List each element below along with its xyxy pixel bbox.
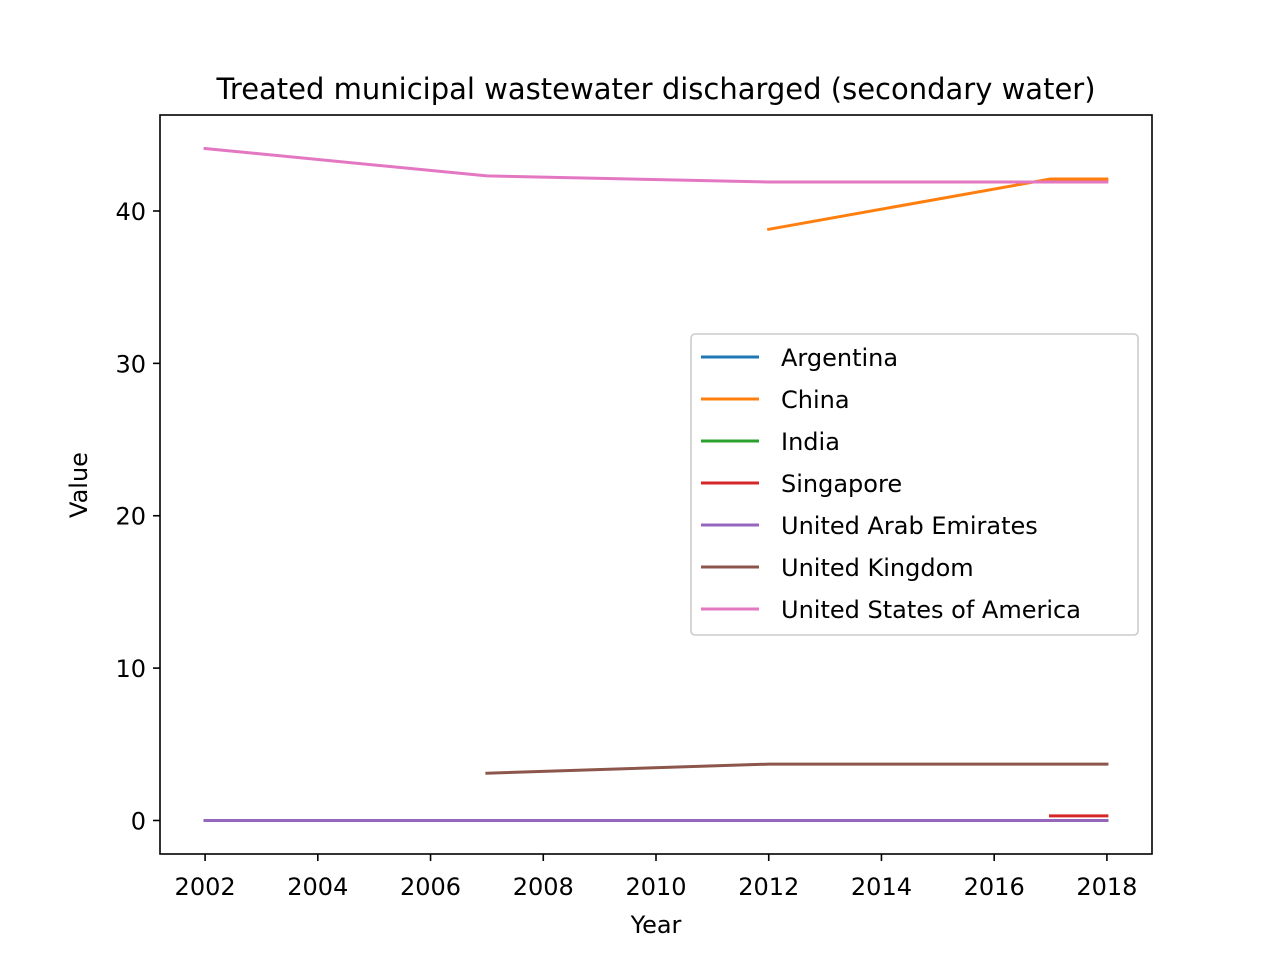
y-tick-label: 20 (115, 503, 146, 531)
axes-frame (159, 114, 1153, 855)
y-tick-label: 0 (131, 807, 146, 835)
x-tick-label: 2012 (738, 873, 799, 901)
legend-label-argentina: Argentina (781, 344, 898, 372)
legend-label-united-arab-emirates: United Arab Emirates (781, 512, 1038, 540)
x-axis: 2002 2004 2006 2008 2010 2012 2014 2016 2018 (175, 854, 1137, 901)
legend-label-india: India (781, 428, 840, 456)
chart-title: Treated municipal wastewater discharged … (215, 72, 1095, 106)
x-tick-label: 2014 (851, 873, 912, 901)
x-tick-label: 2018 (1076, 873, 1137, 901)
x-tick-label: 2010 (625, 873, 686, 901)
x-tick-label: 2006 (400, 873, 461, 901)
y-axis: 0 10 20 30 40 (115, 198, 160, 835)
legend-label-united-kingdom: United Kingdom (781, 554, 974, 582)
series-line-united-states-of-america (203, 146, 1109, 184)
legend-label-china: China (781, 386, 850, 414)
series-line-united-kingdom (485, 762, 1109, 775)
y-tick-label: 10 (115, 655, 146, 683)
x-tick-label: 2008 (513, 873, 574, 901)
x-tick-label: 2016 (964, 873, 1025, 901)
y-tick-label: 30 (115, 350, 146, 378)
plot-area (203, 146, 1109, 822)
x-tick-label: 2004 (287, 873, 348, 901)
x-axis-label: Year (630, 911, 682, 939)
legend: Argentina China India Singapore United Arab … (690, 333, 1139, 636)
legend-label-united-states-of-america: United States of America (781, 596, 1081, 624)
y-tick-label: 40 (115, 198, 146, 226)
x-tick-label: 2002 (175, 873, 236, 901)
legend-box (690, 333, 1139, 636)
legend-label-singapore: Singapore (781, 470, 902, 498)
series-line-china (766, 177, 1109, 232)
y-axis-label: Value (65, 452, 93, 518)
